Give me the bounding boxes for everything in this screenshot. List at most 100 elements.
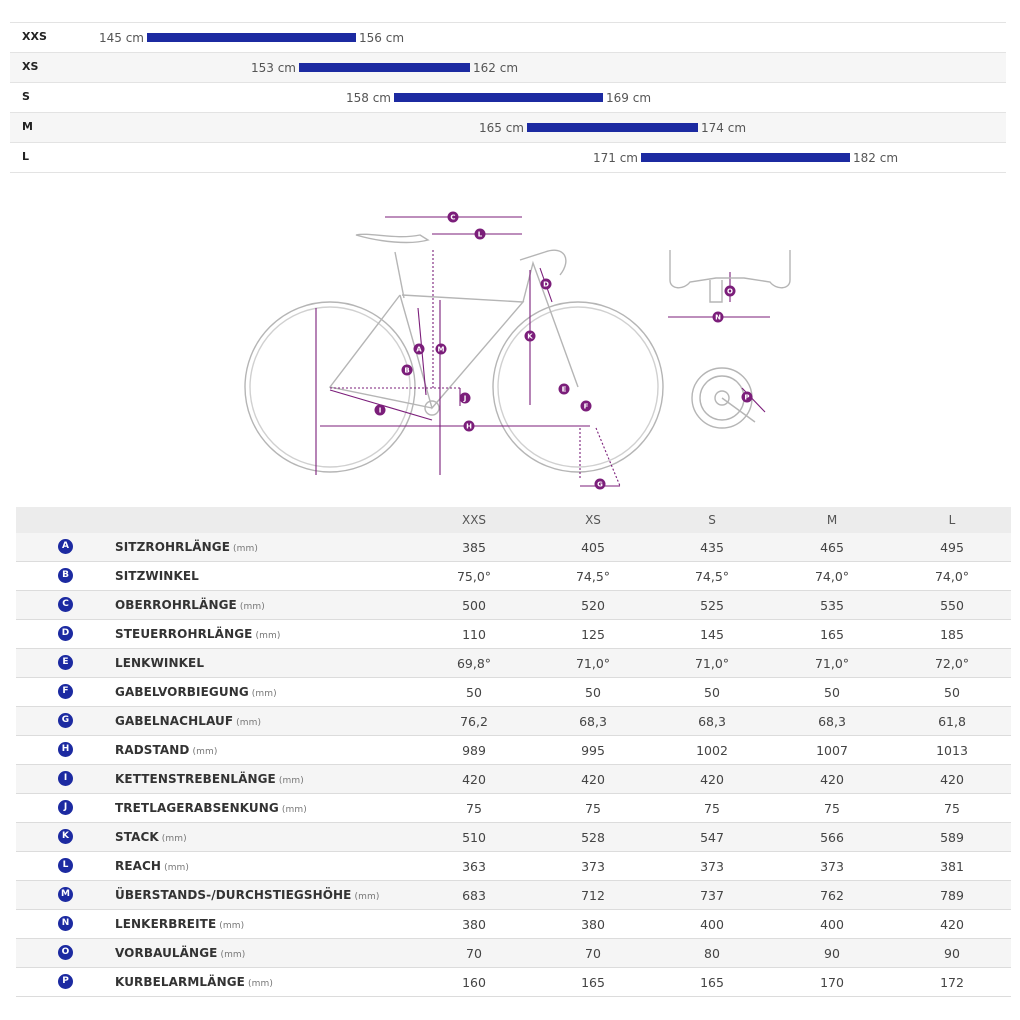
row-unit: (mm) <box>219 921 245 931</box>
table-cell: 420 <box>940 772 964 787</box>
diagram-marker-m: M <box>435 343 447 355</box>
table-cell: 400 <box>820 917 844 932</box>
row-unit: (mm) <box>220 950 246 960</box>
table-cell: 110 <box>462 627 486 642</box>
size-row-xs: XS 153 cm 162 cm <box>10 52 1006 82</box>
table-cell: 373 <box>820 859 844 874</box>
svg-text:N: N <box>715 314 721 322</box>
table-cell: 160 <box>462 975 486 990</box>
row-letter-badge: I <box>58 771 73 786</box>
size-chart: XXS 145 cm 156 cm XS 153 cm 162 cm S 158 c… <box>10 22 1006 173</box>
diagram-marker-a: A <box>413 343 425 355</box>
row-unit: (mm) <box>161 834 187 844</box>
table-cell: 420 <box>700 772 724 787</box>
table-cell: 74,5° <box>575 569 611 584</box>
row-label: ÜBERSTANDS-/DURCHSTIEGSHÖHE (mm) <box>115 888 380 902</box>
row-label: KURBELARMLÄNGE (mm) <box>115 975 273 989</box>
table-cell: 71,0° <box>814 656 850 671</box>
row-unit: (mm) <box>192 747 218 757</box>
column-header-l: L <box>948 513 956 527</box>
svg-text:B: B <box>404 367 409 375</box>
table-cell: 125 <box>581 627 605 642</box>
table-cell: 50 <box>824 685 840 700</box>
table-cell: 435 <box>700 540 724 555</box>
row-letter-badge: G <box>58 713 73 728</box>
table-row: E LENKWINKEL 69,8° 71,0° 71,0° 71,0° 72,0° <box>16 649 1011 678</box>
table-cell: 789 <box>940 888 964 903</box>
row-label: TRETLAGERABSENKUNG (mm) <box>115 801 307 815</box>
row-unit: (mm) <box>278 776 304 786</box>
table-cell: 75 <box>944 801 960 816</box>
table-cell: 373 <box>700 859 724 874</box>
table-cell: 995 <box>581 743 605 758</box>
table-cell: 566 <box>820 830 844 845</box>
row-label: SITZWINKEL <box>115 569 199 583</box>
table-cell: 68,3 <box>818 714 846 729</box>
row-unit: (mm) <box>247 979 273 989</box>
size-name: M <box>22 120 33 133</box>
bike-frame-drawing <box>244 233 664 473</box>
svg-text:A: A <box>416 346 422 354</box>
row-label: VORBAULÄNGE (mm) <box>115 946 246 960</box>
svg-text:K: K <box>527 333 533 341</box>
size-name: S <box>22 90 30 103</box>
table-cell: 528 <box>581 830 605 845</box>
row-label: RADSTAND (mm) <box>115 743 218 757</box>
table-cell: 165 <box>700 975 724 990</box>
row-letter-badge: F <box>58 684 73 699</box>
svg-text:J: J <box>463 395 467 403</box>
diagram-marker-n: N <box>712 311 724 323</box>
row-letter-badge: L <box>58 858 73 873</box>
table-row: F GABELVORBIEGUNG (mm) 50 50 50 50 50 <box>16 678 1011 707</box>
diagram-marker-g: G <box>594 478 606 490</box>
table-cell: 165 <box>581 975 605 990</box>
row-label: REACH (mm) <box>115 859 190 873</box>
table-body: A SITZROHRLÄNGE (mm) 385 405 435 465 495 B SITZ… <box>16 533 1011 997</box>
size-max-height: 182 cm <box>853 151 899 165</box>
table-cell: 72,0° <box>934 656 970 671</box>
table-row: N LENKERBREITE (mm) 380 380 400 400 420 <box>16 910 1011 939</box>
table-cell: 74,5° <box>694 569 730 584</box>
table-cell: 420 <box>820 772 844 787</box>
size-min-height: 171 cm <box>592 151 638 165</box>
row-unit: (mm) <box>164 863 190 873</box>
table-row: M ÜBERSTANDS-/DURCHSTIEGSHÖHE (mm) 683 712 7… <box>16 881 1011 910</box>
table-cell: 50 <box>585 685 601 700</box>
table-cell: 385 <box>462 540 486 555</box>
table-cell: 405 <box>581 540 605 555</box>
table-cell: 1002 <box>696 743 728 758</box>
table-cell: 61,8 <box>938 714 966 729</box>
diagram-marker-h: H <box>463 420 475 432</box>
row-label: LENKWINKEL <box>115 656 205 670</box>
table-cell: 373 <box>581 859 605 874</box>
diagram-marker-b: B <box>401 364 413 376</box>
table-cell: 71,0° <box>575 656 611 671</box>
table-cell: 68,3 <box>698 714 726 729</box>
size-range-bar <box>299 63 470 72</box>
row-label: GABELNACHLAUF (mm) <box>115 714 262 728</box>
size-max-height: 162 cm <box>473 61 519 75</box>
size-range-bar <box>527 123 698 132</box>
table-cell: 683 <box>462 888 486 903</box>
row-label: GABELVORBIEGUNG (mm) <box>115 685 277 699</box>
table-cell: 380 <box>581 917 605 932</box>
diagram-marker-f: F <box>580 400 592 412</box>
table-cell: 520 <box>581 598 605 613</box>
table-cell: 185 <box>940 627 964 642</box>
table-cell: 465 <box>820 540 844 555</box>
table-cell: 989 <box>462 743 486 758</box>
table-header: XXS XS S M L <box>16 507 1011 533</box>
table-cell: 50 <box>944 685 960 700</box>
table-row: J TRETLAGERABSENKUNG (mm) 75 75 75 75 75 <box>16 794 1011 823</box>
row-label: KETTENSTREBENLÄNGE (mm) <box>115 772 304 786</box>
row-letter-badge: A <box>58 539 73 554</box>
table-cell: 381 <box>940 859 964 874</box>
column-header-xxs: XXS <box>461 513 487 527</box>
table-row: P KURBELARMLÄNGE (mm) 160 165 165 170 172 <box>16 968 1011 997</box>
table-cell: 525 <box>700 598 724 613</box>
table-cell: 75 <box>824 801 840 816</box>
size-min-height: 153 cm <box>250 61 296 75</box>
row-letter-badge: E <box>58 655 73 670</box>
table-cell: 68,3 <box>579 714 607 729</box>
size-name: L <box>22 150 30 163</box>
